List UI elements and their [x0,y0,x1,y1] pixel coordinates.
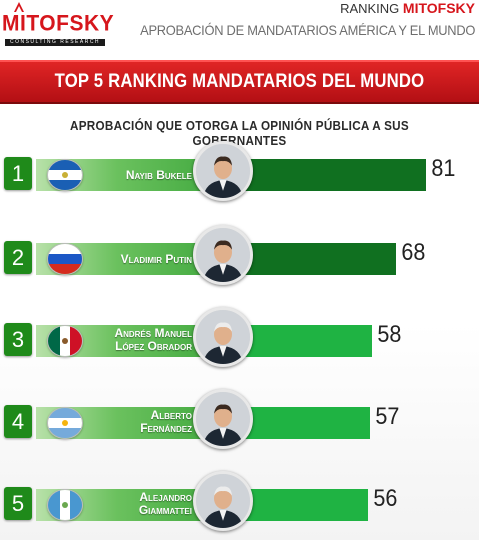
banner-title: TOP 5 RANKING MANDATARIOS DEL MUNDO [54,71,425,92]
leader-name: Vladimir Putin [86,253,192,266]
logo-subtext: CONSULTING RESEARCH [5,39,105,46]
ranking-title: RANKING MITOFSKY [111,0,475,17]
leader-photo-icon [193,307,253,367]
leader-name-line: Nayib Bukele [125,168,192,182]
title-banner: TOP 5 RANKING MANDATARIOS DEL MUNDO [0,60,479,104]
russia-flag [47,243,83,275]
rank-badge: 3 [4,323,32,356]
value-label: 58 [377,321,402,348]
leader-photo-icon [193,141,253,201]
approval-bar [237,243,396,275]
leader-name: Andrés Manuel López Obrador [86,327,192,353]
ranking-prefix: RANKING [340,1,400,16]
leader-name: Nayib Bukele [86,169,192,182]
ranking-row: 2 Vladimir Putin 68 [0,225,479,296]
ranking-brand: MITOFSKY [402,0,475,16]
guatemala-flag [47,489,83,521]
leader-name-line: Andrés Manuel [114,326,192,340]
logo-text: MITOFSKY [2,11,115,36]
ranking-row: 1 Nayib Bukele 81 [0,141,479,212]
el-salvador-flag [47,159,83,191]
ranking-row: 3 Andrés Manuel López Obrador 58 [0,307,479,378]
leader-photo-icon [193,389,253,449]
ranking-row: 5 Alejandro Giammattei 56 [0,471,479,542]
mexico-flag [47,325,83,357]
argentina-flag [47,407,83,439]
leader-name-line: López Obrador [115,339,192,353]
value-label: 56 [372,485,398,512]
leader-name-line: Alejandro [139,490,192,504]
leader-name-line: Vladimir Putin [120,252,192,266]
leader-name-line: Fernández [140,421,192,435]
logo-mark-icon [14,2,24,12]
leader-name: Alejandro Giammattei [86,491,192,517]
ranking-row: 4 Alberto Fernández 57 [0,389,479,460]
value-label: 68 [400,239,426,266]
chart-caption: APROBACIÓN QUE OTORGA LA OPINIÓN PÚBLICA… [70,118,409,148]
rank-badge: 2 [4,241,32,274]
page-subtitle: APROBACIÓN DE MANDATARIOS AMÉRICA Y EL M… [140,22,475,38]
leader-name-line: Alberto [150,408,192,422]
leader-name-line: Giammattei [138,503,192,517]
leader-photo-icon [193,225,253,285]
approval-bar [237,325,373,357]
mitofsky-logo: MITOFSKY CONSULTING RESEARCH [2,0,114,48]
approval-bar [237,489,368,521]
rank-badge: 1 [4,157,32,190]
header-titles: RANKING MITOFSKY APROBACIÓN DE MANDATARI… [111,0,475,43]
value-label: 81 [431,155,456,182]
rank-badge: 4 [4,405,32,438]
leader-name: Alberto Fernández [86,409,192,435]
approval-bar [237,159,426,191]
approval-bar [237,407,370,439]
rank-badge: 5 [4,487,32,520]
value-label: 57 [375,403,400,430]
leader-photo-icon [193,471,253,531]
